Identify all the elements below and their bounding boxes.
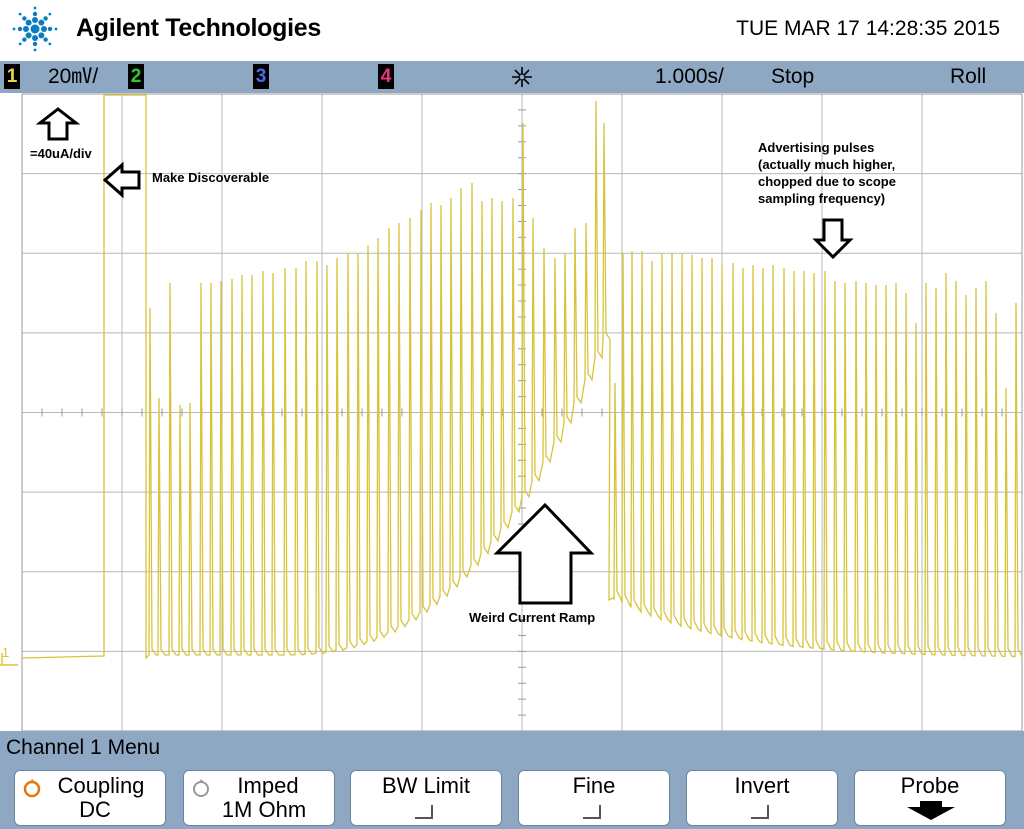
advertising-note-line: chopped due to scope [758, 174, 896, 189]
invert-softkey[interactable]: Invert [686, 770, 838, 826]
menu-title: Channel 1 Menu [6, 736, 161, 759]
channel-3-badge[interactable]: 3 [253, 64, 269, 89]
imped-softkey[interactable]: Imped 1M Ohm [183, 770, 335, 826]
channel-1-ground-marker-icon [0, 653, 18, 666]
invert-label: Invert [734, 773, 790, 798]
trigger-burst-icon [512, 67, 532, 87]
header: Agilent Technologies TUE MAR 17 14:28:35… [0, 0, 1024, 61]
checkbox-corner-icon [583, 805, 601, 819]
channel-2-badge[interactable]: 2 [128, 64, 144, 89]
channel-1-scale: 20㎷/ [48, 65, 99, 88]
channel-1-trace [21, 94, 1023, 660]
advertising-note-line: (actually much higher, [758, 157, 896, 172]
channel-menu-bar: Channel 1 Menu Coupling DC Imped 1M Ohm … [0, 731, 1024, 829]
probe-softkey[interactable]: Probe [854, 770, 1006, 826]
advertising-note-line: sampling frequency) [758, 191, 886, 206]
bw-limit-softkey[interactable]: BW Limit [350, 770, 502, 826]
channel-4-label: 4 [380, 66, 392, 87]
brand-name: Agilent Technologies [76, 14, 321, 42]
discoverable-note: Make Discoverable [152, 170, 270, 185]
rotary-knob-active-icon [23, 779, 41, 798]
channel-4-badge[interactable]: 4 [378, 64, 394, 89]
channel-1-badge[interactable]: 1 [4, 64, 20, 89]
probe-label: Probe [900, 773, 960, 798]
up-arrow-scale-icon [35, 107, 81, 141]
waveform-display: 1 =40uA/div Make Discoverable Advertisin… [0, 93, 1024, 731]
submenu-down-arrow-icon [907, 801, 955, 820]
coupling-softkey[interactable]: Coupling DC [14, 770, 166, 826]
ground-marker-label: 1 [2, 645, 9, 660]
channel-2-label: 2 [130, 66, 142, 87]
rotary-knob-icon [193, 779, 209, 797]
coupling-value: DC [79, 797, 111, 822]
advertising-note: Advertising pulses (actually much higher… [758, 139, 896, 207]
channel-1-label: 1 [6, 66, 18, 87]
bw-limit-label: BW Limit [382, 773, 470, 798]
acquisition-mode: Roll [950, 65, 987, 88]
timebase: 1.000s/ [655, 65, 724, 88]
left-arrow-discoverable-icon [102, 161, 141, 199]
fine-softkey[interactable]: Fine [518, 770, 670, 826]
scale-note: =40uA/div [30, 146, 92, 161]
down-arrow-advertising-icon [812, 218, 854, 260]
status-bar: 1 20㎷/ 2 3 4 1.000s/ Stop Roll [0, 61, 1024, 93]
checkbox-corner-icon [751, 805, 769, 819]
checkbox-corner-icon [415, 805, 433, 819]
fine-label: Fine [572, 773, 616, 798]
run-state: Stop [771, 65, 815, 88]
date-time: TUE MAR 17 14:28:35 2015 [736, 17, 1000, 40]
up-arrow-ramp-icon [493, 502, 595, 605]
agilent-spark-logo-icon [12, 6, 58, 52]
waveform-canvas: 1 [0, 93, 1023, 731]
ramp-note: Weird Current Ramp [469, 610, 596, 625]
imped-value: 1M Ohm [221, 797, 307, 822]
coupling-label: Coupling [57, 773, 145, 798]
channel-3-label: 3 [255, 66, 267, 87]
advertising-note-line: Advertising pulses [758, 140, 875, 155]
imped-label: Imped [237, 773, 299, 798]
